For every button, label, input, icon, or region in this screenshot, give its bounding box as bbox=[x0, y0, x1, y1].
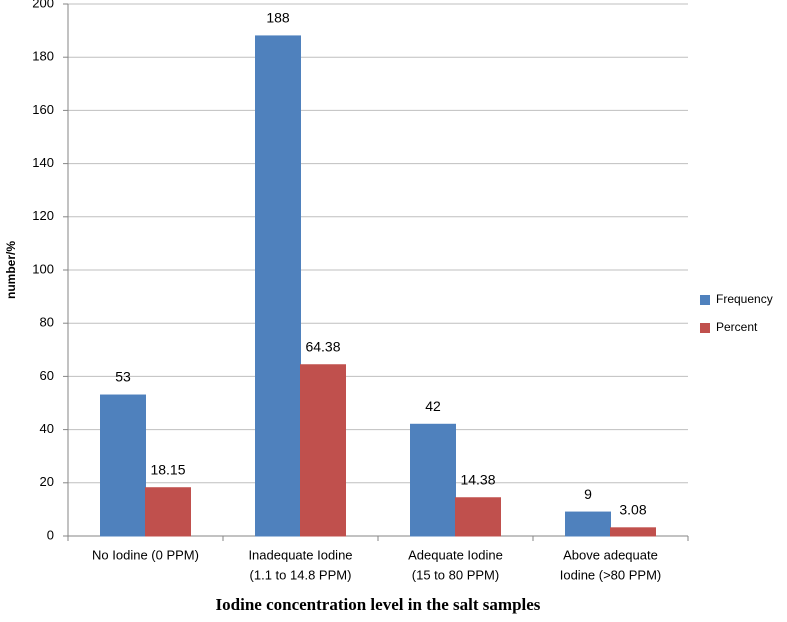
x-tick-label: Adequate Iodine bbox=[408, 547, 503, 562]
bar bbox=[145, 487, 191, 537]
bar bbox=[410, 423, 456, 537]
y-tick-label: 120 bbox=[32, 208, 54, 223]
x-tick-label: No Iodine (0 PPM) bbox=[92, 547, 199, 562]
y-tick-label: 60 bbox=[40, 368, 54, 383]
y-tick-label: 20 bbox=[40, 474, 54, 489]
data-label: 18.15 bbox=[150, 461, 185, 477]
y-tick-label: 180 bbox=[32, 49, 54, 64]
x-tick-label: Inadequate Iodine bbox=[248, 547, 352, 562]
x-axis-title: Iodine concentration level in the salt s… bbox=[216, 595, 541, 614]
legend-swatch bbox=[700, 323, 710, 333]
x-tick-label: Iodine (>80 PPM) bbox=[560, 567, 662, 582]
data-label: 3.08 bbox=[619, 502, 646, 518]
legend-label: Percent bbox=[716, 320, 758, 334]
y-tick-label: 100 bbox=[32, 261, 54, 276]
y-tick-label: 140 bbox=[32, 155, 54, 170]
x-tick-label: (15 to 80 PPM) bbox=[412, 567, 499, 582]
data-label: 9 bbox=[584, 486, 592, 502]
bar bbox=[100, 394, 146, 537]
x-tick-label: (1.1 to 14.8 PPM) bbox=[250, 567, 352, 582]
bar bbox=[255, 35, 301, 537]
data-label: 64.38 bbox=[305, 338, 340, 354]
y-tick-label: 40 bbox=[40, 421, 54, 436]
data-label: 14.38 bbox=[460, 471, 495, 487]
y-tick-label: 160 bbox=[32, 102, 54, 117]
x-tick-label: Above adequate bbox=[563, 547, 658, 562]
y-tick-label: 80 bbox=[40, 315, 54, 330]
data-label: 42 bbox=[425, 398, 441, 414]
data-label: 53 bbox=[115, 369, 131, 385]
bar bbox=[455, 497, 501, 537]
y-tick-label: 200 bbox=[32, 0, 54, 10]
bar bbox=[565, 511, 611, 537]
legend-label: Frequency bbox=[716, 292, 773, 306]
bar bbox=[300, 364, 346, 537]
legend-swatch bbox=[700, 295, 710, 305]
data-label: 188 bbox=[266, 10, 290, 26]
y-tick-label: 0 bbox=[47, 527, 54, 542]
y-axis-title: number/% bbox=[4, 241, 18, 299]
bar bbox=[610, 527, 656, 537]
